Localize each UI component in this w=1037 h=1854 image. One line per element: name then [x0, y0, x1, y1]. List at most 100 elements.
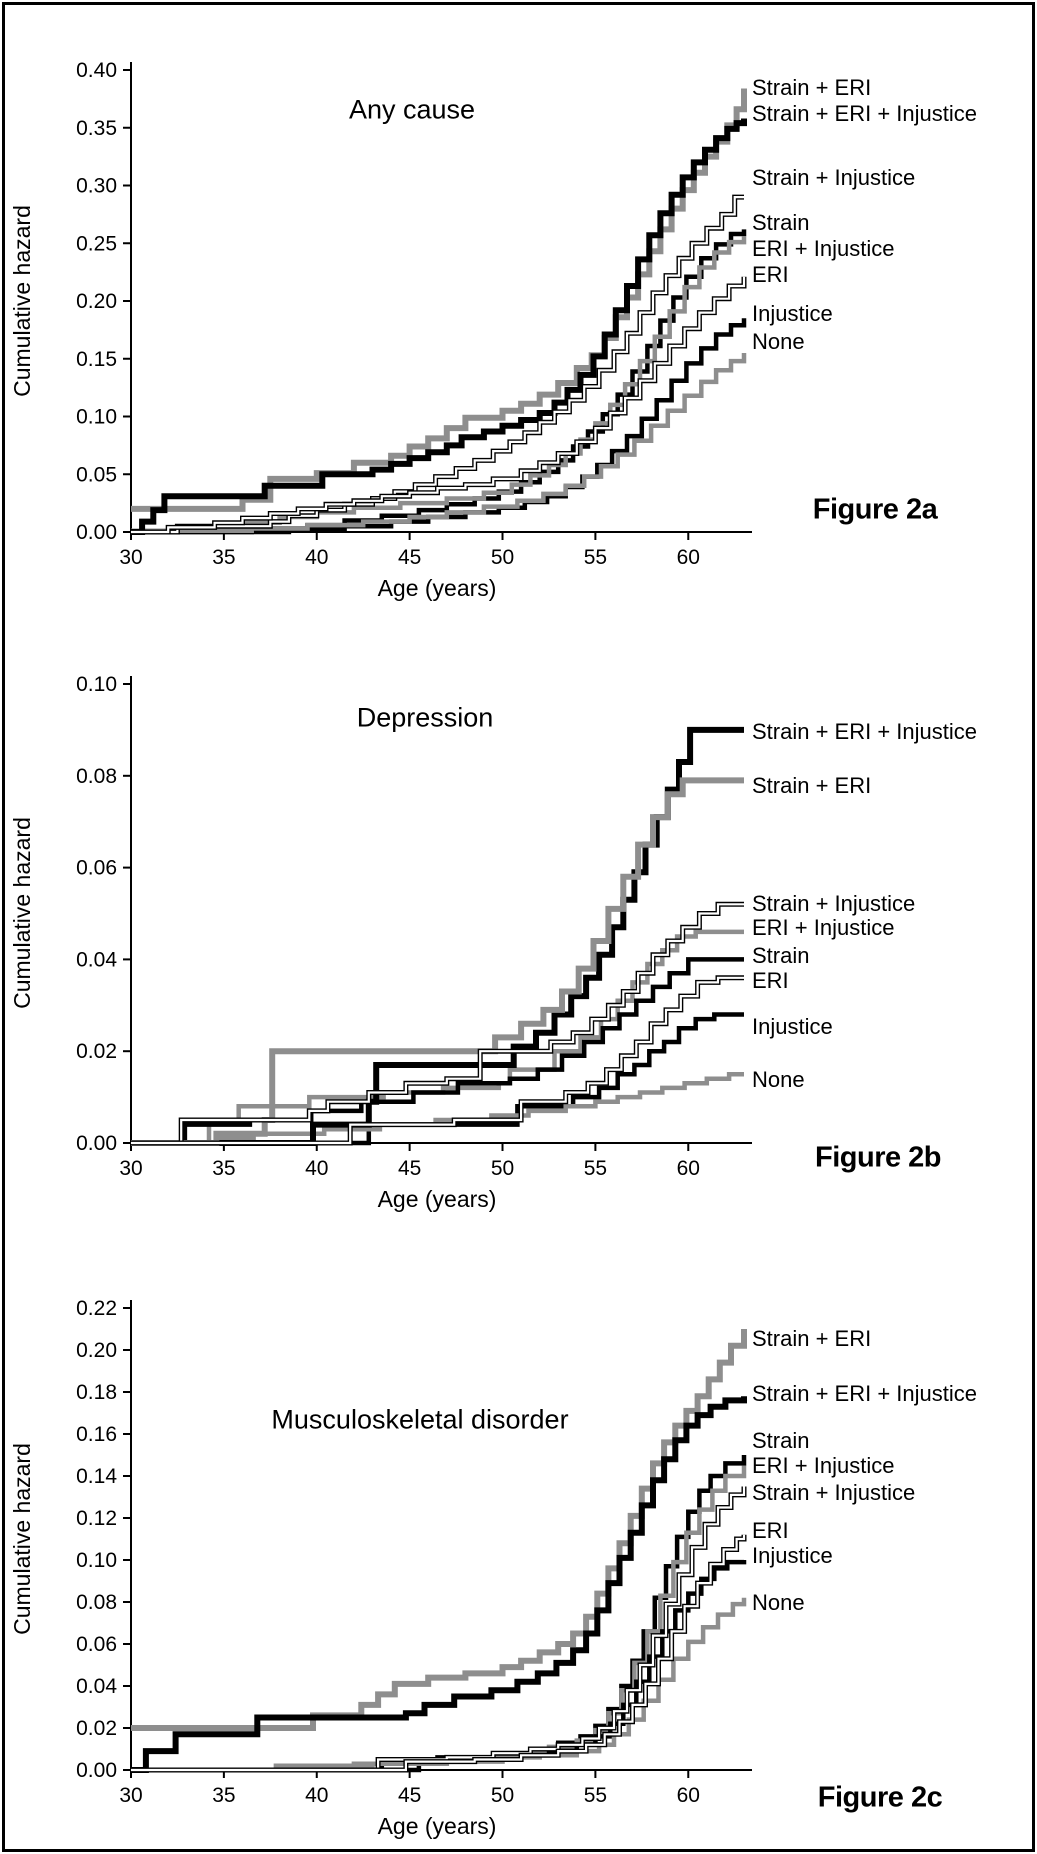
y-tick-label-fig2a: 0.05: [76, 463, 117, 486]
x-tick-label-fig2c: 50: [491, 1784, 514, 1807]
x-tick-label-fig2b: 45: [398, 1157, 421, 1180]
series-eri-core-fig2c: [131, 1534, 746, 1772]
y-tick-label-fig2a: 0.15: [76, 348, 117, 371]
series-eri-core-fig2a: [131, 276, 746, 534]
x-tick-label-fig2b: 35: [212, 1157, 235, 1180]
figure-caption-2b: Figure 2b: [814, 1141, 942, 1174]
legend-label-strain-injustice-fig2c: Strain + Injustice: [752, 1480, 915, 1505]
x-tick-label-fig2a: 40: [305, 546, 328, 569]
x-tick-label-fig2a: 30: [119, 546, 142, 569]
x-tick-label-fig2c: 55: [584, 1784, 607, 1807]
y-tick-label-fig2b: 0.04: [76, 948, 117, 971]
x-axis-label-fig2b: Age (years): [378, 1186, 497, 1212]
legend-label-eri-fig2c: ERI: [752, 1518, 789, 1543]
x-tick-label-fig2c: 30: [119, 1784, 142, 1807]
legend-label-eri-fig2a: ERI: [752, 262, 789, 287]
series-injustice-fig2b: [131, 1012, 744, 1146]
legend-label-strain-eri-injustice-fig2a: Strain + ERI + Injustice: [752, 101, 977, 126]
y-tick-label-fig2c: 0.14: [76, 1465, 117, 1488]
x-tick-label-fig2b: 60: [677, 1157, 700, 1180]
legend-label-none-fig2c: None: [752, 1590, 805, 1615]
y-tick-label-fig2b: 0.02: [76, 1040, 117, 1063]
legend-label-strain-eri-fig2a: Strain + ERI: [752, 75, 871, 100]
figure-caption-2a: Figure 2a: [812, 493, 938, 526]
x-tick-label-fig2a: 45: [398, 546, 421, 569]
series-none-fig2b: [131, 1071, 744, 1146]
y-tick-label-fig2c: 0.00: [76, 1759, 117, 1782]
x-tick-label-fig2a: 35: [212, 546, 235, 569]
series-strain-eri-fig2b: [131, 777, 744, 1146]
series-eri-core-fig2b: [131, 976, 744, 1145]
y-tick-label-fig2a: 0.00: [76, 521, 117, 544]
x-tick-label-fig2a: 60: [677, 546, 700, 569]
legend-label-strain-fig2b: Strain: [752, 943, 809, 968]
legend-label-injustice-fig2c: Injustice: [752, 1543, 833, 1568]
x-tick-label-fig2b: 30: [119, 1157, 142, 1180]
figure-caption-2c: Figure 2c: [817, 1781, 943, 1814]
y-tick-label-fig2b: 0.08: [76, 765, 117, 788]
legend-label-strain-eri-fig2c: Strain + ERI: [752, 1326, 871, 1351]
legend-label-eri-injustice-fig2b: ERI + Injustice: [752, 915, 894, 940]
legend-label-strain-eri-fig2b: Strain + ERI: [752, 773, 871, 798]
x-tick-label-fig2b: 50: [491, 1157, 514, 1180]
series-none-fig2a: [131, 353, 747, 534]
chart-title-any-cause: Any cause: [348, 94, 476, 125]
legend-label-none-fig2a: None: [752, 329, 805, 354]
series-eri-injustice-fig2c: [131, 1465, 747, 1773]
series-strain-eri-injustice-fig2a: [131, 118, 747, 535]
legend-label-strain-eri-injustice-fig2b: Strain + ERI + Injustice: [752, 719, 977, 744]
legend-label-eri-fig2b: ERI: [752, 968, 789, 993]
x-tick-label-fig2c: 40: [305, 1784, 328, 1807]
series-strain-eri-fig2c: [131, 1329, 747, 1731]
y-tick-label-fig2c: 0.12: [76, 1507, 117, 1530]
y-tick-label-fig2c: 0.18: [76, 1381, 117, 1404]
legend-label-none-fig2b: None: [752, 1067, 805, 1092]
y-tick-label-fig2c: 0.16: [76, 1423, 117, 1446]
legend-label-injustice-fig2a: Injustice: [752, 301, 833, 326]
x-tick-label-fig2c: 60: [677, 1784, 700, 1807]
y-tick-label-fig2b: 0.06: [76, 857, 117, 880]
y-tick-label-fig2c: 0.20: [76, 1339, 117, 1362]
y-tick-label-fig2a: 0.30: [76, 175, 117, 198]
y-tick-label-fig2c: 0.02: [76, 1717, 117, 1740]
legend-label-strain-injustice-fig2a: Strain + Injustice: [752, 165, 915, 190]
y-tick-label-fig2a: 0.10: [76, 406, 117, 429]
y-tick-label-fig2c: 0.06: [76, 1633, 117, 1656]
legend-label-strain-fig2c: Strain: [752, 1428, 809, 1453]
chart-title-depression: Depression: [356, 702, 494, 733]
series-strain-injustice-core-fig2b: [131, 903, 744, 1145]
y-tick-label-fig2a: 0.40: [76, 59, 117, 82]
chart-title-musculoskeletal: Musculoskeletal disorder: [271, 1404, 569, 1435]
y-tick-label-fig2c: 0.22: [76, 1297, 117, 1320]
y-axis-label-fig2b: Cumulative hazard: [9, 817, 35, 1009]
y-axis-label-fig2a: Cumulative hazard: [9, 205, 35, 397]
legend-label-strain-eri-injustice-fig2c: Strain + ERI + Injustice: [752, 1381, 977, 1406]
x-axis-label-fig2c: Age (years): [378, 1813, 497, 1839]
x-tick-label-fig2c: 45: [398, 1784, 421, 1807]
legend-label-strain-injustice-fig2b: Strain + Injustice: [752, 891, 915, 916]
y-tick-label-fig2a: 0.25: [76, 232, 117, 255]
y-tick-label-fig2c: 0.08: [76, 1591, 117, 1614]
series-strain-fig2a: [131, 229, 747, 535]
x-tick-label-fig2b: 40: [305, 1157, 328, 1180]
legend-label-eri-injustice-fig2a: ERI + Injustice: [752, 236, 894, 261]
legend-label-strain-fig2a: Strain: [752, 210, 809, 235]
x-tick-label-fig2a: 55: [584, 546, 607, 569]
y-axis-label-fig2c: Cumulative hazard: [9, 1443, 35, 1635]
series-strain-injustice-core-fig2c: [131, 1486, 746, 1772]
y-tick-label-fig2c: 0.10: [76, 1549, 117, 1572]
x-tick-label-fig2b: 55: [584, 1157, 607, 1180]
x-tick-label-fig2c: 35: [212, 1784, 235, 1807]
series-strain-eri-injustice-fig2c: [131, 1396, 747, 1773]
y-tick-label-fig2b: 0.00: [76, 1132, 117, 1155]
legend-label-eri-injustice-fig2c: ERI + Injustice: [752, 1453, 894, 1478]
y-tick-label-fig2a: 0.20: [76, 290, 117, 313]
x-axis-label-fig2a: Age (years): [378, 575, 497, 601]
y-tick-label-fig2a: 0.35: [76, 117, 117, 140]
legend-label-injustice-fig2b: Injustice: [752, 1014, 833, 1039]
y-tick-label-fig2b: 0.10: [76, 673, 117, 696]
x-tick-label-fig2a: 50: [491, 546, 514, 569]
y-tick-label-fig2c: 0.04: [76, 1675, 117, 1698]
